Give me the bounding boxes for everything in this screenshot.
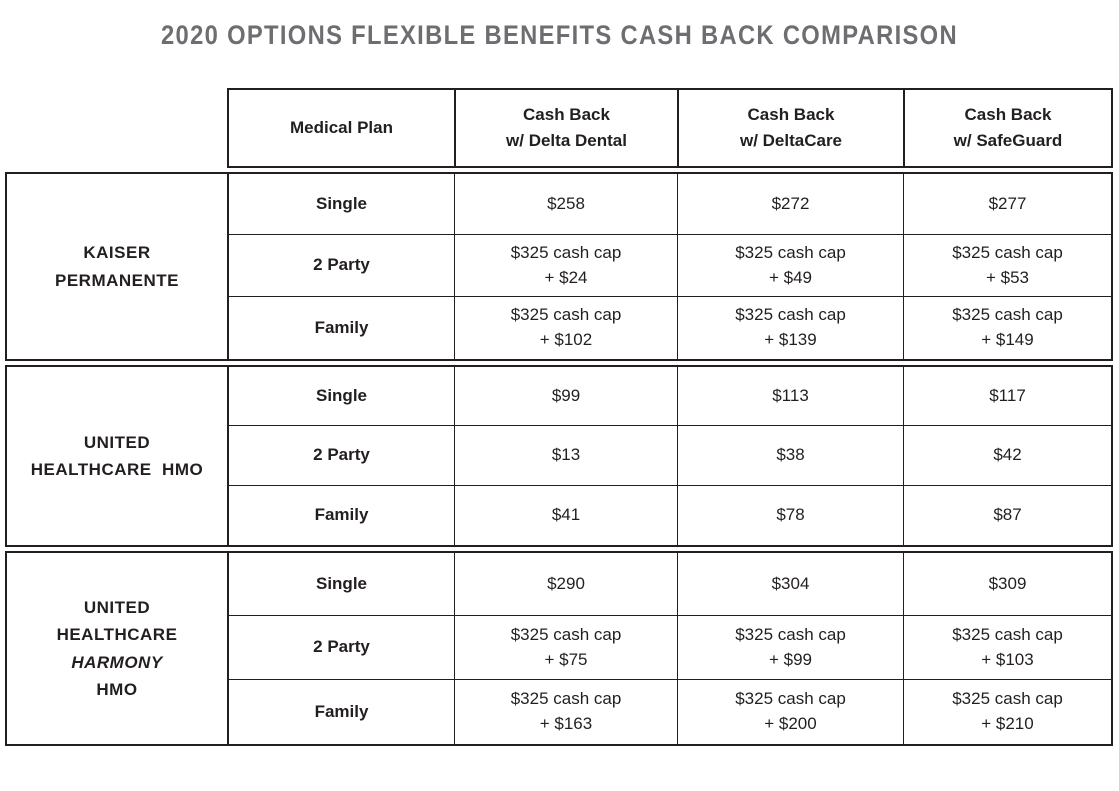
value-cell: $117 [903, 367, 1111, 426]
plan-group-name-line: HEALTHCARE [56, 625, 178, 645]
plan-group-name-line: PERMANENTE [54, 270, 179, 290]
header-cell-cashback-safeguard: Cash Back w/ SafeGuard [903, 90, 1111, 166]
tier-cell: Family [314, 505, 369, 525]
tier-cell: Single [229, 367, 454, 426]
value-cell: $304 [677, 553, 903, 616]
tier-cell: Family [314, 317, 369, 337]
value-cell: $309 [903, 553, 1111, 616]
plan-group-name: UNITED HEALTHCARE HARMONY HMO [7, 553, 229, 744]
value-cell: $325 cash cap + $99 [677, 616, 903, 680]
value-cell: $325 cash cap + $103 [903, 616, 1111, 680]
page-title: 2020 OPTIONS FLEXIBLE BENEFITS CASH BACK… [161, 20, 958, 50]
plan-group-united-healthcare-hmo: UNITED HEALTHCARE HMO Single $99 $113 $1… [5, 365, 1113, 547]
plan-group-name: UNITED HEALTHCARE HMO [7, 367, 229, 545]
value-cell: $325 cash cap + $149 [903, 297, 1111, 359]
tier-cell: Single [229, 174, 454, 235]
plan-group-united-healthcare-harmony-hmo: UNITED HEALTHCARE HARMONY HMO Single $29… [5, 551, 1113, 746]
value-cell: $113 [677, 367, 903, 426]
value-cell: $38 [677, 426, 903, 486]
value-cell: $325 cash cap + $163 [454, 680, 677, 744]
header-cell-cashback-deltacare: Cash Back w/ DeltaCare [677, 90, 903, 166]
value-cell: $277 [903, 174, 1111, 235]
plan-group-name-line: KAISER [83, 243, 151, 263]
value-cell: $325 cash cap + $210 [903, 680, 1111, 744]
value-cell: $325 cash cap + $75 [454, 616, 677, 680]
value-cell: $272 [677, 174, 903, 235]
value-cell: $325 cash cap + $139 [677, 297, 903, 359]
plan-group-name-line: HMO [96, 679, 138, 699]
plan-group-name-line: UNITED [83, 432, 151, 452]
plan-group-name: KAISER PERMANENTE [7, 174, 229, 359]
plan-group-name-line-harmony: HARMONY [71, 652, 163, 672]
value-cell: $325 cash cap + $102 [454, 297, 677, 359]
header-cell-medical-plan: Medical Plan [290, 117, 393, 137]
table-header-row: Medical Plan Cash Back w/ Delta Dental C… [227, 88, 1113, 168]
plan-group-kaiser-permanente: KAISER PERMANENTE Single $258 $272 $277 … [5, 172, 1113, 361]
tier-cell: Family [314, 701, 369, 721]
value-cell: $13 [454, 426, 677, 486]
value-cell: $325 cash cap + $49 [677, 235, 903, 297]
tier-cell: 2 Party [229, 616, 454, 680]
value-cell: $325 cash cap + $200 [677, 680, 903, 744]
benefits-comparison-table: Medical Plan Cash Back w/ Delta Dental C… [5, 88, 1113, 746]
tier-cell: 2 Party [229, 426, 454, 486]
value-cell: $258 [454, 174, 677, 235]
value-cell: $290 [454, 553, 677, 616]
value-cell: $99 [454, 367, 677, 426]
value-cell: $325 cash cap + $24 [454, 235, 677, 297]
plan-group-name-line: HEALTHCARE HMO [30, 460, 204, 479]
header-cell-cashback-delta-dental: Cash Back w/ Delta Dental [454, 90, 677, 166]
value-cell: $41 [454, 486, 677, 545]
value-cell: $325 cash cap + $53 [903, 235, 1111, 297]
value-cell: $42 [903, 426, 1111, 486]
plan-group-name-line: UNITED [83, 598, 151, 618]
value-cell: $78 [677, 486, 903, 545]
tier-cell: Single [229, 553, 454, 616]
tier-cell: 2 Party [229, 235, 454, 297]
value-cell: $87 [903, 486, 1111, 545]
